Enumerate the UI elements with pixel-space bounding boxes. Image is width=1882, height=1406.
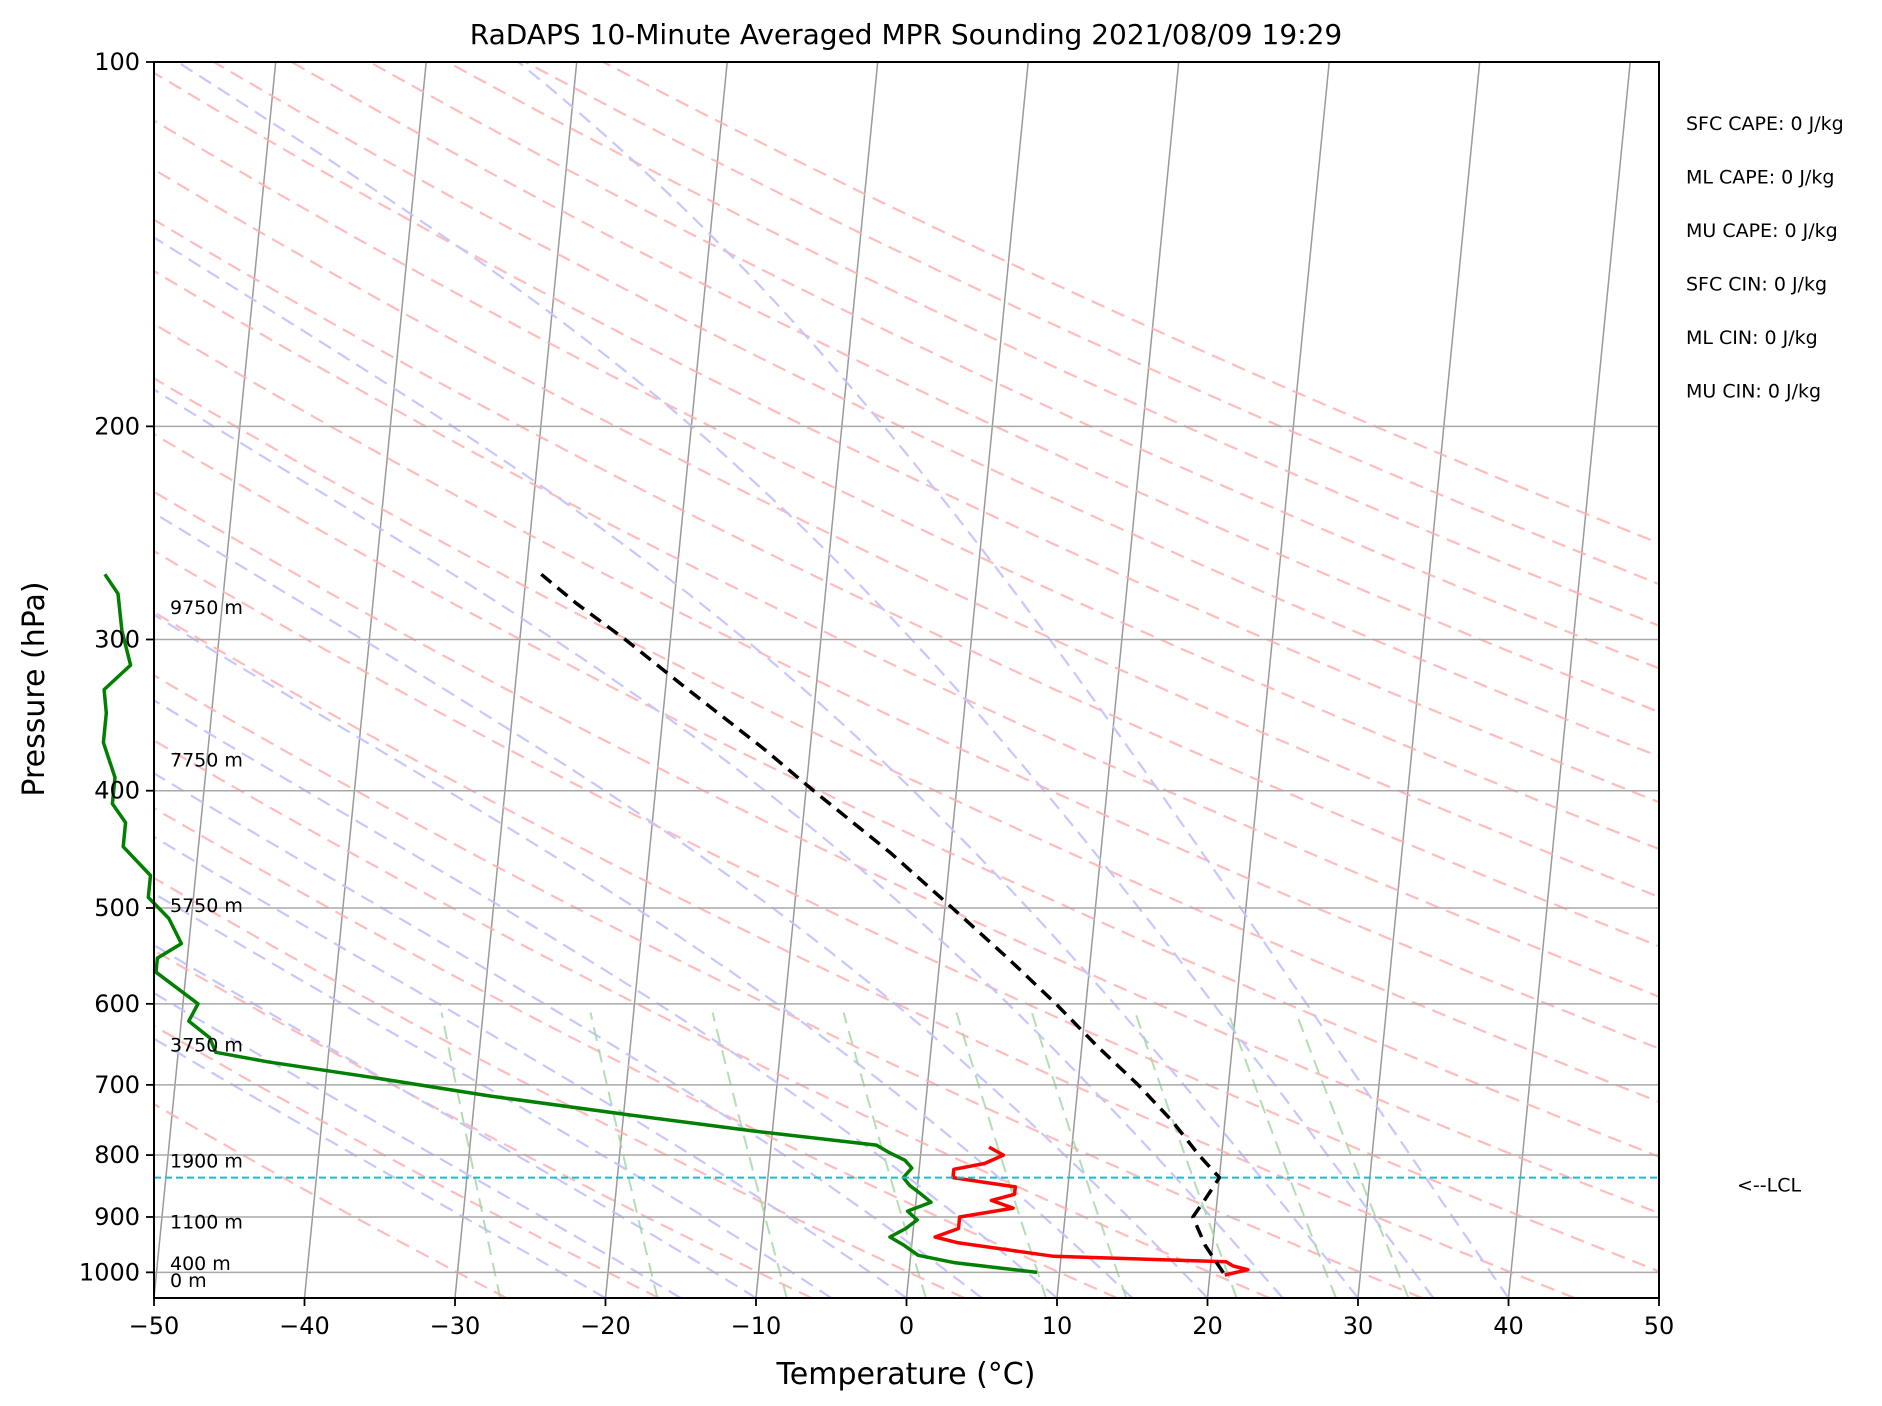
parcel-line <box>540 572 1227 1276</box>
dry-adiabat-line <box>524 62 1659 586</box>
index-label: SFC CAPE: 0 J/kg <box>1686 113 1844 135</box>
x-tick-label: 30 <box>1343 1312 1374 1340</box>
height-label: 1100 m <box>170 1212 243 1234</box>
isotherm-line <box>1357 62 1481 1298</box>
dry-adiabat-line <box>602 62 1659 545</box>
chart-title: RaDAPS 10-Minute Averaged MPR Sounding 2… <box>470 18 1342 51</box>
dry-adiabat-line <box>154 269 1659 998</box>
moist-adiabat-line <box>154 772 983 1298</box>
height-label: 3750 m <box>170 1034 243 1056</box>
moist-adiabat-line <box>517 62 1510 1298</box>
dry-adiabat-line <box>154 674 1423 1298</box>
height-label: 400 m <box>170 1253 231 1275</box>
dry-adiabat-line <box>154 432 1659 1158</box>
dry-adiabat-line <box>154 119 1659 851</box>
isotherm-line <box>303 62 427 1298</box>
index-label: ML CIN: 0 J/kg <box>1686 327 1818 349</box>
y-tick-label: 200 <box>94 412 140 440</box>
dry-adiabat-line <box>154 218 1659 948</box>
height-label: 0 m <box>170 1270 207 1292</box>
dry-adiabat-line <box>154 610 1576 1298</box>
x-axis-label: Temperature (°C) <box>776 1357 1036 1392</box>
dry-adiabat-line <box>154 549 1659 1273</box>
y-tick-label: 500 <box>94 894 140 922</box>
mixing-ratio-line <box>711 1012 788 1298</box>
x-tick-label: 0 <box>899 1312 914 1340</box>
dry-adiabat-line <box>154 1024 660 1298</box>
moist-adiabat-line <box>154 943 757 1298</box>
temperature-line <box>933 1145 1250 1277</box>
moist-adiabat-line <box>154 1037 607 1298</box>
x-tick-label: 20 <box>1192 1312 1223 1340</box>
y-tick-label: 600 <box>94 990 140 1018</box>
dry-adiabat-line <box>154 322 1659 1050</box>
moist-adiabat-line <box>154 699 1058 1298</box>
isotherm-line <box>1056 62 1180 1298</box>
moist-adiabat-line <box>154 511 1209 1298</box>
y-tick-label: 100 <box>94 48 140 76</box>
index-label: MU CIN: 0 J/kg <box>1686 381 1821 403</box>
y-tick-label: 1000 <box>79 1258 140 1286</box>
moist-adiabat-line <box>154 388 1284 1298</box>
mixing-ratio-line <box>440 1012 502 1298</box>
dry-adiabat-line <box>154 949 813 1298</box>
dry-adiabat-line <box>446 62 1659 627</box>
isotherm-line <box>905 62 1029 1298</box>
moist-adiabat-line <box>154 236 1359 1298</box>
index-label: ML CAPE: 0 J/kg <box>1686 167 1834 189</box>
index-label: SFC CIN: 0 J/kg <box>1686 274 1827 296</box>
isotherm-line <box>1658 1290 1659 1298</box>
isotherm-line <box>154 62 277 1298</box>
isotherm-line <box>604 62 728 1298</box>
dry-adiabat-line <box>154 876 965 1298</box>
y-tick-label: 800 <box>94 1141 140 1169</box>
y-axis-label: Pressure (hPa) <box>17 581 52 796</box>
dewpoint-line <box>101 573 1038 1275</box>
isotherm-line <box>755 62 879 1298</box>
dry-adiabat-line <box>154 71 1659 804</box>
dry-adiabat-line <box>213 62 1659 758</box>
height-label: 9750 m <box>170 597 243 619</box>
y-tick-label: 900 <box>94 1203 140 1231</box>
moist-adiabat-line <box>154 991 682 1298</box>
dry-adiabat-line <box>154 377 1659 1104</box>
x-tick-label: −10 <box>731 1312 782 1340</box>
mixing-ratio-line <box>1227 1012 1337 1298</box>
isobar-grid <box>154 61 1659 1274</box>
y-tick-label: 300 <box>94 625 140 653</box>
lcl-label: <--LCL <box>1737 1175 1801 1197</box>
mixing-ratio-line <box>589 1012 659 1298</box>
mixing-ratio-line <box>1294 1012 1410 1298</box>
height-label: 7750 m <box>170 750 243 772</box>
x-tick-label: −20 <box>580 1312 631 1340</box>
dry-adiabat-line <box>154 490 1659 1215</box>
x-tick-label: −30 <box>430 1312 481 1340</box>
y-tick-label: 400 <box>94 777 140 805</box>
isotherm-line <box>1507 62 1631 1298</box>
series-lines <box>101 572 1659 1277</box>
annotations: <--LCL 9750 m 7750 m 5750 m 3750 m 1900 m 1100… <box>170 113 1844 1292</box>
isotherm-line <box>454 62 578 1298</box>
height-label: 1900 m <box>170 1150 243 1172</box>
height-label: 5750 m <box>170 895 243 917</box>
x-tick-label: 10 <box>1042 1312 1073 1340</box>
x-tick-label: −50 <box>129 1312 180 1340</box>
index-label: MU CAPE: 0 J/kg <box>1686 220 1838 242</box>
dry-adiabat-line <box>154 1102 507 1298</box>
moist-adiabat-line <box>177 62 1435 1298</box>
x-tick-label: 40 <box>1493 1312 1524 1340</box>
x-tick-label: −40 <box>279 1312 330 1340</box>
moist-adiabat-line <box>154 892 832 1298</box>
isotherm-line <box>1810 62 1882 1298</box>
x-tick-label: 50 <box>1644 1312 1675 1340</box>
moist-adiabat-line <box>154 835 908 1298</box>
dry-adiabat-line <box>154 168 1659 899</box>
isotherm-line <box>1206 62 1330 1298</box>
dry-adiabat-line <box>154 806 1118 1298</box>
y-tick-label: 700 <box>94 1071 140 1099</box>
axes: −50 −40 −30 −20 −10 0 10 20 30 40 50 100 200 300 400 50… <box>79 48 1674 1340</box>
background-lines <box>154 62 1882 1298</box>
